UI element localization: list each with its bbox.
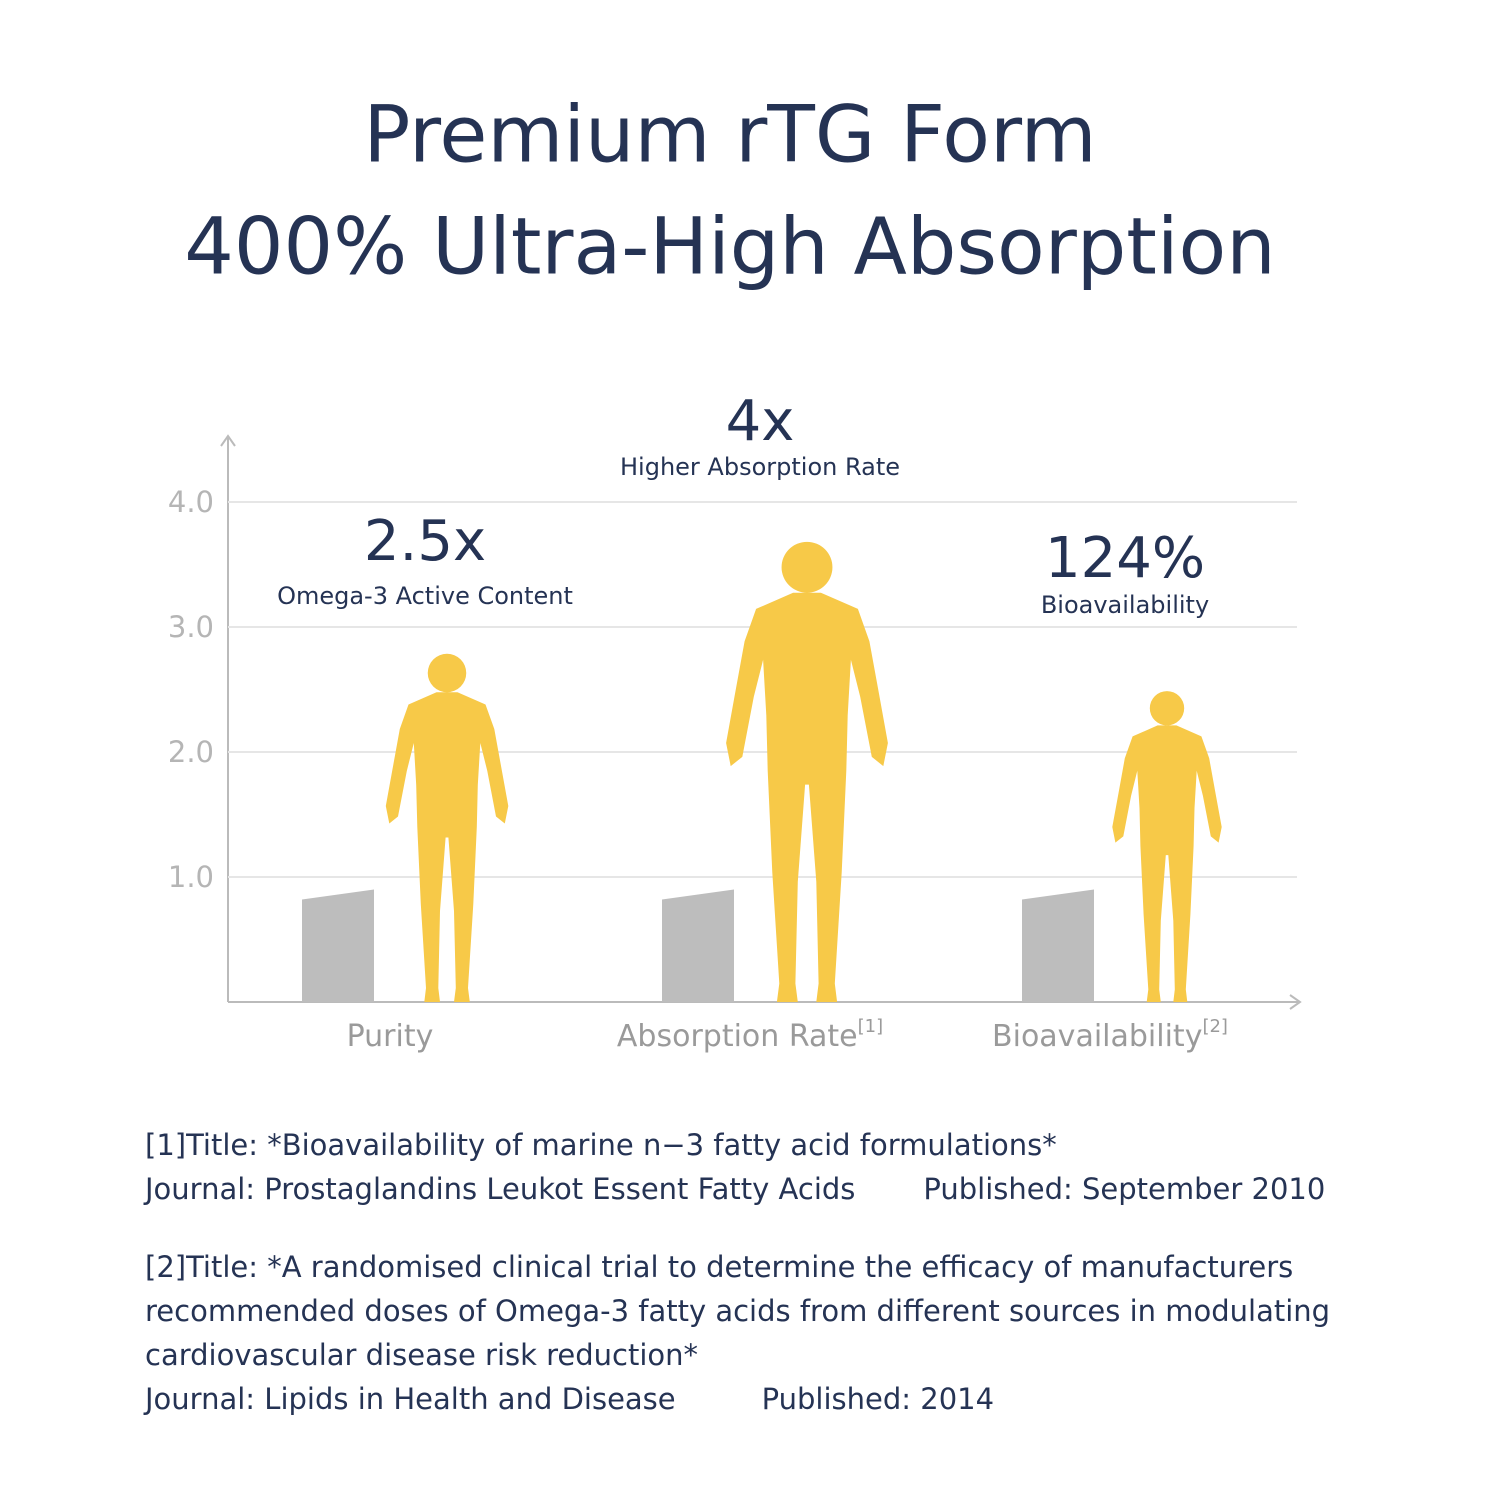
- footnote-published: Published: September 2010: [923, 1172, 1326, 1206]
- chart-title: Premium rTG Form: [363, 90, 1096, 180]
- x-tick-label: Purity: [347, 1019, 434, 1054]
- footnote: [1]Title: *Bioavailability of marine n−3…: [145, 1123, 1375, 1211]
- category-name: Absorption Rate: [617, 1019, 858, 1054]
- figure-bar: [385, 653, 509, 1002]
- x-tick-label: Absorption Rate[1]: [617, 1016, 883, 1054]
- footnote-source: Journal: Lipids in Health and Disease Pub…: [145, 1377, 1375, 1421]
- y-tick-label: 4.0: [168, 485, 214, 519]
- bar: [1022, 889, 1094, 1002]
- category-name: Purity: [347, 1019, 434, 1054]
- footnote-published: Published: 2014: [761, 1382, 995, 1416]
- annotation-value: 124%: [1045, 526, 1205, 591]
- x-axis-arrow: [1289, 994, 1302, 1010]
- bar: [662, 889, 734, 1002]
- y-tick-label: 2.0: [168, 735, 214, 769]
- footnote-journal: Journal: Prostaglandins Leukot Essent Fa…: [145, 1172, 856, 1206]
- chart-subtitle: 400% Ultra-High Absorption: [184, 202, 1275, 292]
- figure-bar: [1112, 691, 1222, 1002]
- annotation-value: 4x: [726, 389, 795, 454]
- footnote: [2]Title: *A randomised clinical trial t…: [145, 1245, 1375, 1421]
- x-tick-label: Bioavailability[2]: [992, 1016, 1228, 1054]
- y-tick-label: 1.0: [168, 860, 214, 894]
- category-note: [1]: [858, 1016, 884, 1037]
- footnote-source: Journal: Prostaglandins Leukot Essent Fa…: [145, 1167, 1375, 1211]
- footnote-title: [2]Title: *A randomised clinical trial t…: [145, 1250, 1331, 1372]
- y-axis-arrow: [220, 434, 236, 447]
- category-note: [2]: [1202, 1016, 1228, 1037]
- annotation-label: Bioavailability: [1041, 591, 1209, 619]
- figure-bar: [726, 541, 888, 1002]
- category-name: Bioavailability: [992, 1019, 1202, 1054]
- chart: Premium rTG Form 400% Ultra-High Absorpt…: [168, 90, 1302, 1054]
- bar: [302, 889, 374, 1002]
- annotation-value: 2.5x: [364, 509, 486, 574]
- y-tick-label: 3.0: [168, 610, 214, 644]
- annotation-label: Higher Absorption Rate: [620, 453, 900, 481]
- annotation-label: Omega-3 Active Content: [277, 582, 573, 610]
- footnote-title: [1]Title: *Bioavailability of marine n−3…: [145, 1128, 1057, 1162]
- footnote-journal: Journal: Lipids in Health and Disease: [145, 1382, 676, 1416]
